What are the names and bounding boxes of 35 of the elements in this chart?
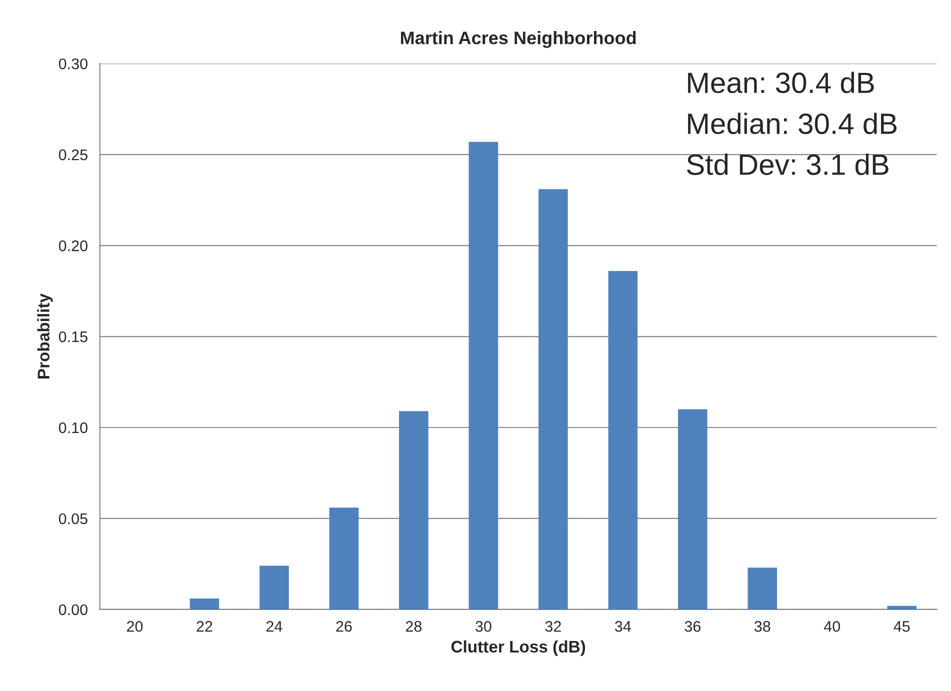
x-tick-label: 28 — [406, 620, 422, 632]
x-tick-label: 40 — [824, 620, 840, 632]
x-tick-label: 34 — [614, 620, 631, 632]
annotation: Std Dev: 3.1 dB — [686, 154, 888, 176]
bar — [399, 411, 428, 610]
y-tick-label: 0.15 — [58, 331, 88, 342]
x-tick-label: 22 — [196, 620, 212, 632]
x-axis-title: Clutter Loss (dB) — [451, 640, 586, 656]
bar — [190, 598, 220, 610]
bar — [748, 568, 778, 610]
bar — [468, 142, 498, 610]
bar — [538, 189, 568, 610]
y-tick-label: 0.00 — [58, 604, 88, 616]
x-tick-label: 32 — [545, 620, 561, 632]
bar — [329, 508, 359, 610]
y-tick-label: 0.25 — [58, 149, 88, 160]
x-tick-label: 45 — [894, 621, 910, 632]
x-tick-label: 36 — [684, 620, 700, 632]
bar — [260, 566, 289, 610]
bar — [678, 409, 708, 610]
y-tick-label: 0.10 — [58, 422, 88, 434]
bar — [887, 606, 917, 610]
x-tick-label: 20 — [127, 620, 143, 632]
x-tick-label: 30 — [476, 620, 492, 632]
annotation: Mean: 30.4 dB — [688, 72, 874, 94]
y-axis-title: Probability — [37, 294, 53, 378]
y-tick-label: 0.30 — [58, 58, 88, 70]
bar — [608, 271, 638, 610]
chart-title: Martin Acres Neighborhood — [400, 31, 636, 48]
x-tick-label: 38 — [754, 620, 770, 632]
x-tick-label: 24 — [266, 620, 282, 632]
annotation: Median: 30.4 dB — [688, 112, 897, 134]
y-tick-label: 0.20 — [58, 240, 88, 252]
x-tick-label: 26 — [336, 620, 352, 632]
y-tick-label: 0.05 — [58, 513, 88, 524]
